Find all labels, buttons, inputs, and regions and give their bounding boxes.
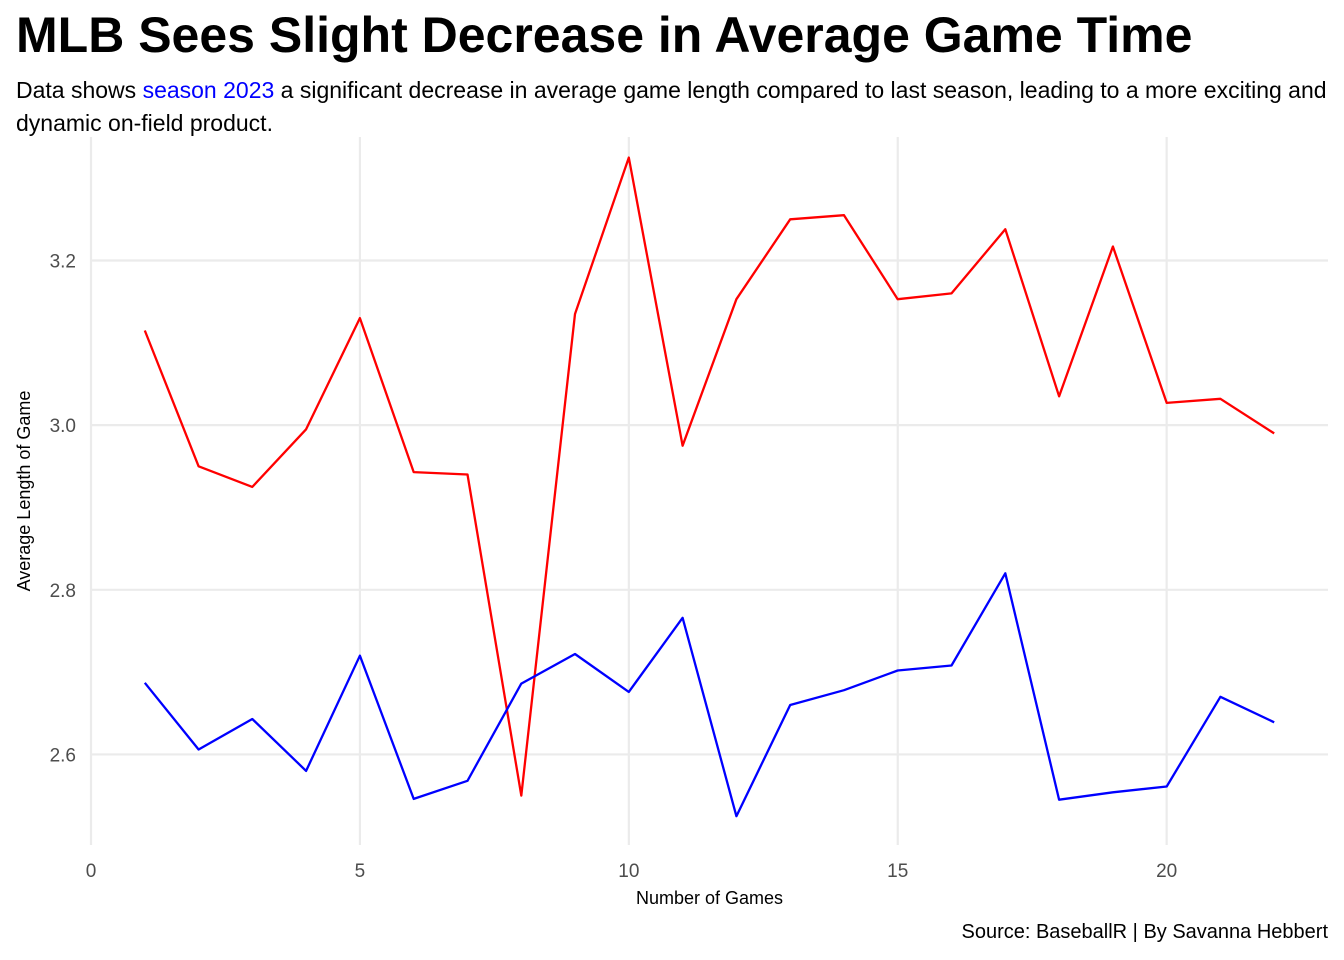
x-tick-label: 0 (86, 861, 97, 882)
subtitle-highlight: season 2023 (142, 77, 275, 103)
x-axis-title: Number of Games (636, 888, 783, 908)
y-tick-label: 3.2 (50, 251, 76, 272)
x-tick-label: 5 (355, 861, 366, 882)
series-line-blue (143, 572, 1275, 818)
source-caption: Source: BaseballR | By Savanna Hebbert (961, 921, 1328, 943)
y-tick-label: 2.8 (50, 581, 76, 602)
chart-title: MLB Sees Slight Decrease in Average Game… (16, 7, 1193, 63)
grid-lines (89, 137, 1328, 845)
x-tick-label: 10 (618, 861, 639, 882)
subtitle-text-start: Data shows (16, 77, 143, 103)
x-tick-label: 20 (1156, 861, 1177, 882)
y-tick-label: 3.0 (50, 416, 76, 437)
y-axis-title: Average Length of Game (14, 391, 34, 592)
subtitle-text-end: a significant decrease in average game l… (16, 77, 1327, 136)
series-line-red (143, 156, 1275, 797)
x-tick-label: 15 (887, 861, 908, 882)
chart-subtitle: Data shows season 2023 a significant dec… (16, 74, 1336, 140)
tick-labels: 0 5 10 15 20 2.6 2.8 3.0 3.2 (50, 251, 1178, 882)
y-tick-label: 2.6 (50, 745, 76, 766)
series-lines (143, 156, 1275, 818)
